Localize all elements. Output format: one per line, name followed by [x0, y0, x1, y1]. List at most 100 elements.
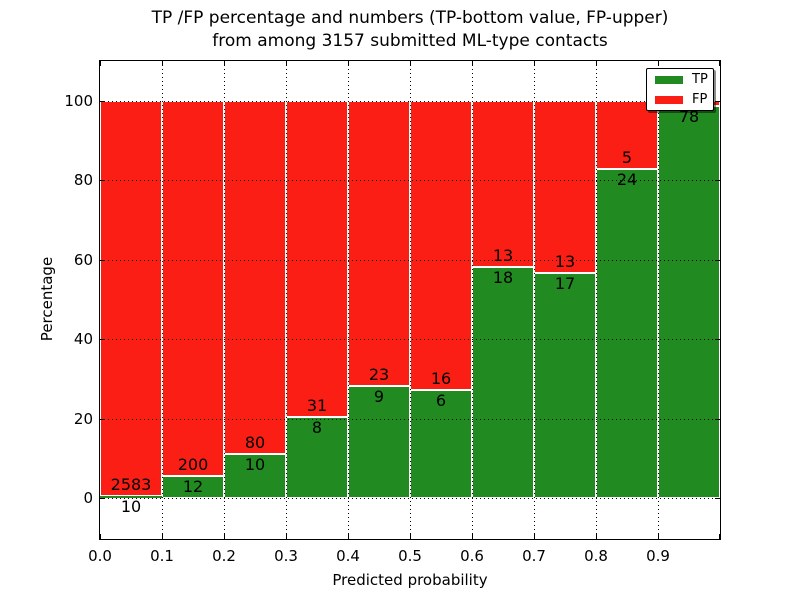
- y-tick-label: 0: [83, 489, 93, 507]
- bar-label-tp: 6: [435, 390, 447, 410]
- gridline-v: [348, 61, 349, 539]
- x-tick: [348, 61, 349, 66]
- x-tick-label: 0.9: [646, 547, 670, 565]
- gridline-v: [162, 61, 163, 539]
- y-tick: [100, 259, 105, 261]
- bar-label-fp: 13: [554, 252, 576, 272]
- x-tick-label: 0.3: [274, 547, 298, 565]
- gridline-v: [224, 61, 225, 539]
- x-tick: [100, 61, 101, 66]
- bar-segment-tp: [658, 106, 720, 498]
- y-tick-label: 20: [73, 409, 93, 428]
- gridline-v: [286, 61, 287, 539]
- y-tick: [100, 498, 105, 499]
- y-tick: [715, 498, 720, 499]
- x-tick: [658, 534, 659, 539]
- y-tick: [100, 418, 105, 420]
- x-tick: [348, 534, 349, 539]
- grid-layer: [100, 61, 720, 539]
- chart-title-line2: from among 3157 submitted ML-type contac…: [212, 31, 608, 51]
- y-tick: [715, 259, 720, 261]
- gridline-v: [410, 61, 411, 539]
- bar-segment-fp: [162, 101, 224, 476]
- bar-label-tp: 17: [554, 274, 576, 294]
- y-tick: [715, 418, 720, 420]
- bar-label-tp: 78: [678, 107, 700, 127]
- y-tick: [100, 101, 105, 102]
- bar-label-tp: 8: [311, 417, 323, 437]
- y-tick-label: 100: [64, 92, 93, 110]
- gridline-v: [534, 61, 535, 539]
- bar-segment-fp: [410, 101, 472, 390]
- x-tick: [162, 61, 163, 66]
- bar-label-tp: 18: [492, 268, 514, 288]
- legend-label-tp: TP: [692, 71, 708, 87]
- bar-label-fp: 5: [621, 148, 633, 168]
- x-tick-label: 0.2: [212, 547, 236, 565]
- y-tick: [100, 339, 105, 341]
- x-tick: [224, 61, 225, 66]
- x-tick-label: 0.0: [88, 547, 112, 565]
- legend-item-tp: TP: [655, 71, 708, 87]
- x-tick: [472, 534, 473, 539]
- x-tick: [410, 61, 411, 66]
- bar-segment-fp: [100, 101, 162, 497]
- x-tick-label: 0.7: [522, 547, 546, 565]
- bar-label-fp: 200: [177, 454, 209, 474]
- bar-label-fp: 80: [244, 432, 266, 452]
- bar-segment-fp: [472, 101, 534, 268]
- gridline-v: [658, 61, 659, 539]
- x-tick-label: 0.4: [336, 547, 360, 565]
- plot-area: 25831020012801031823916613181317524178: [99, 60, 721, 540]
- x-tick: [472, 61, 473, 66]
- gridline-v: [596, 61, 597, 539]
- y-tick-label: 60: [73, 250, 93, 269]
- y-tick: [715, 180, 720, 182]
- x-tick-label: 0.5: [398, 547, 422, 565]
- bar-label-tp: 9: [373, 387, 385, 407]
- x-axis-label: Predicted probability: [332, 571, 488, 589]
- x-tick: [286, 61, 287, 66]
- x-tick: [162, 534, 163, 539]
- x-tick: [224, 534, 225, 539]
- y-tick-label: 80: [73, 171, 93, 190]
- legend-label-fp: FP: [692, 91, 708, 107]
- tp-swatch-icon: [655, 75, 683, 84]
- y-tick: [715, 101, 720, 102]
- fp-swatch-icon: [655, 95, 683, 104]
- y-tick: [100, 180, 105, 182]
- bar-segment-tp: [224, 453, 286, 498]
- legend: TP FP: [646, 68, 714, 111]
- bar-segment-tp: [100, 496, 162, 498]
- bars-layer: [100, 61, 720, 539]
- ticks-layer: [100, 61, 720, 539]
- x-tick: [658, 61, 659, 66]
- x-tick: [596, 534, 597, 539]
- bar-label-tp: 10: [244, 454, 266, 474]
- x-tick: [719, 534, 720, 539]
- y-axis-label: Percentage: [38, 256, 56, 342]
- x-tick-label: 0.8: [584, 547, 608, 565]
- bar-label-fp: 16: [430, 368, 452, 388]
- bar-label-fp: 2583: [110, 475, 152, 495]
- x-tick-label: 0.6: [460, 547, 484, 565]
- bar-label-tp: 10: [120, 497, 142, 517]
- chart-title: TP /FP percentage and numbers (TP-bottom…: [99, 7, 721, 53]
- bar-label-fp: 31: [306, 395, 328, 415]
- x-tick: [596, 61, 597, 66]
- x-tick: [410, 534, 411, 539]
- bar-label-tp: 12: [182, 476, 204, 496]
- y-tick-label: 40: [73, 330, 93, 349]
- x-tick: [719, 61, 720, 66]
- x-tick: [286, 534, 287, 539]
- x-tick-label: 0.1: [150, 547, 174, 565]
- gridline-v: [472, 61, 473, 539]
- bar-label-fp: 23: [368, 365, 390, 385]
- chart-title-line1: TP /FP percentage and numbers (TP-bottom…: [151, 8, 669, 28]
- x-tick: [534, 61, 535, 66]
- x-tick: [534, 534, 535, 539]
- legend-item-fp: FP: [655, 91, 708, 107]
- bar-labels-layer: 25831020012801031823916613181317524178: [100, 61, 720, 539]
- bar-label-tp: 24: [616, 170, 638, 190]
